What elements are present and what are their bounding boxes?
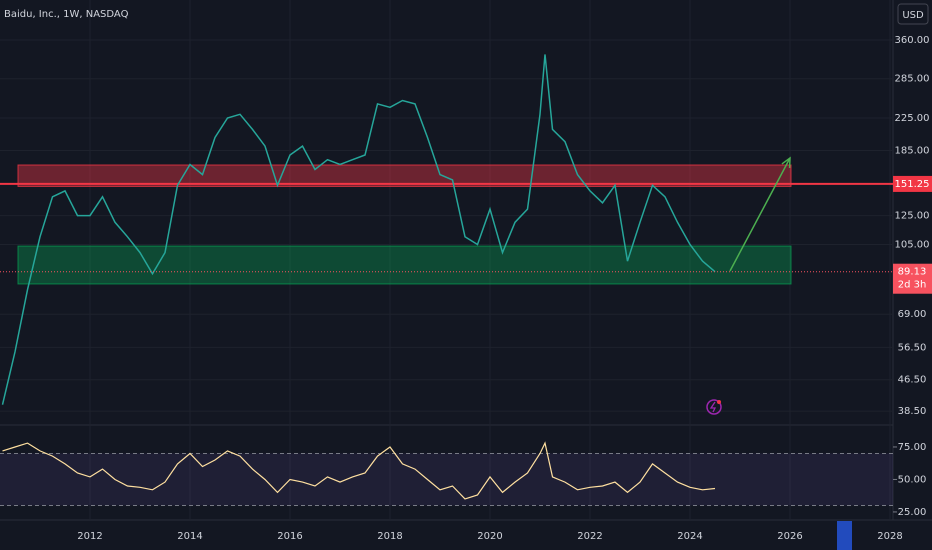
- x-tick-label: 2020: [477, 531, 502, 542]
- arrow-head: [781, 156, 791, 169]
- y-tick-label: 105.00: [895, 240, 930, 251]
- series-line: [2, 441, 716, 500]
- chart-title: Baidu, Inc., 1W, NASDAQ: [4, 9, 129, 20]
- x-tick-label: 2016: [277, 531, 302, 542]
- y-tick-label: 185.00: [895, 145, 930, 156]
- zone: [17, 164, 792, 187]
- y-tick-label: 69.00: [898, 309, 927, 320]
- zone: [17, 245, 792, 285]
- x-tick-label: 2012: [77, 531, 102, 542]
- x-tick-label: 2024: [677, 531, 702, 542]
- arrow: [729, 157, 791, 272]
- alert-icon-bolt: [709, 401, 717, 413]
- time-highlight: [837, 521, 852, 550]
- y-tick-label: 360.00: [895, 35, 930, 46]
- x-tick-label: 2018: [377, 531, 402, 542]
- y-tick-label: 56.50: [898, 342, 927, 353]
- rsi-tick-label: 50.00: [898, 474, 927, 485]
- rsi-tick-label: 25.00: [898, 507, 927, 518]
- countdown: 2d 3h: [898, 280, 927, 291]
- y-tick-label: 38.50: [898, 406, 927, 417]
- level-label: 151.25: [895, 179, 930, 190]
- y-tick-label: 125.00: [895, 211, 930, 222]
- x-tick-label: 2022: [577, 531, 602, 542]
- last-price-label: 89.13: [898, 267, 927, 278]
- currency: USD: [902, 10, 924, 21]
- alert-icon[interactable]: [706, 399, 722, 415]
- last-price-bg: [893, 263, 932, 294]
- y-tick-label: 46.50: [898, 375, 927, 386]
- y-tick-label: 285.00: [895, 74, 930, 85]
- rsi-tick-label: 75.00: [898, 442, 927, 453]
- rsi-band: [0, 453, 893, 506]
- y-tick-label: 225.00: [895, 113, 930, 124]
- alert-dot: [717, 400, 721, 404]
- currency-box[interactable]: [897, 3, 929, 25]
- x-tick-label: 2028: [877, 531, 902, 542]
- level-label-bg: [893, 175, 932, 192]
- series-line: [1, 54, 716, 405]
- x-tick-label: 2026: [777, 531, 802, 542]
- x-tick-label: 2014: [177, 531, 202, 542]
